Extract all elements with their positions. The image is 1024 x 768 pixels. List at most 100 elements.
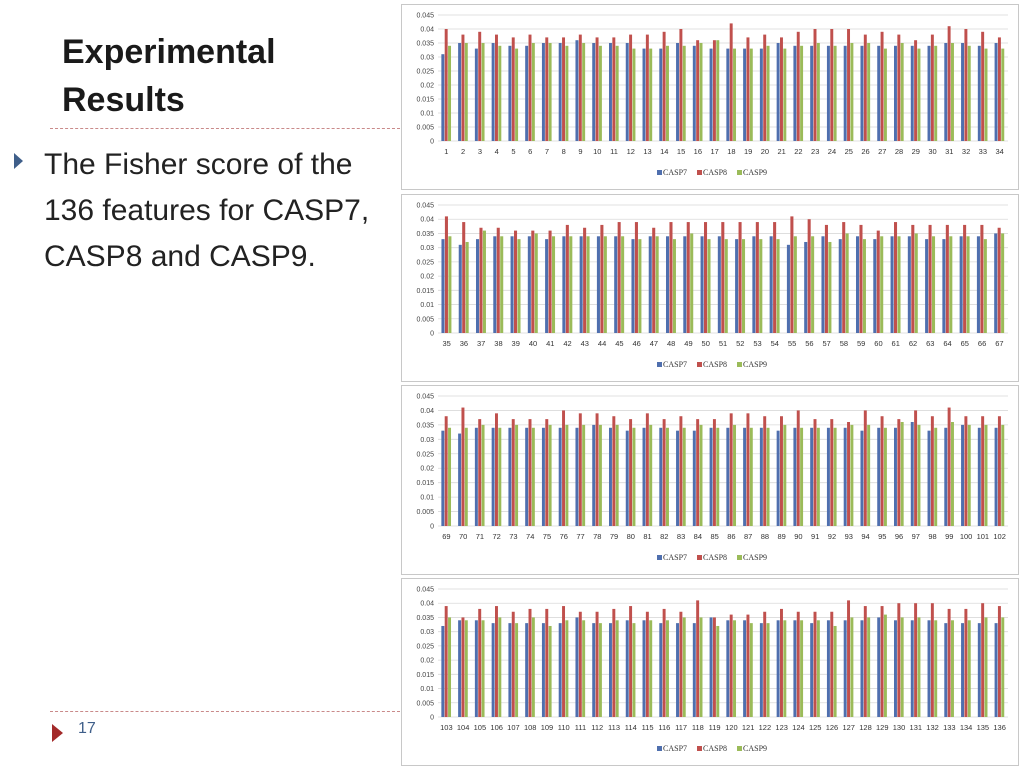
bar-casp7	[810, 45, 814, 141]
bar-casp9	[649, 620, 653, 717]
bar-casp7	[726, 620, 730, 717]
x-tick-label: 30	[928, 147, 936, 156]
bar-casp7	[977, 623, 981, 717]
bar-casp8	[600, 224, 604, 333]
y-tick-label: 0.035	[416, 231, 434, 238]
bar-casp7	[769, 236, 773, 333]
bar-casp7	[510, 236, 514, 333]
bar-casp9	[582, 43, 586, 141]
bar-casp9	[917, 424, 921, 526]
bar-casp9	[983, 239, 987, 333]
bar-casp9	[565, 620, 569, 717]
x-tick-label: 33	[979, 147, 987, 156]
bar-casp8	[645, 413, 649, 526]
bar-casp9	[464, 620, 468, 717]
bar-casp9	[850, 424, 854, 526]
bar-casp7	[944, 43, 948, 141]
bar-casp7	[491, 623, 495, 717]
x-tick-label: 97	[912, 532, 920, 541]
x-tick-label: 69	[442, 532, 450, 541]
x-tick-label: 15	[677, 147, 685, 156]
y-tick-label: 0.015	[416, 480, 434, 487]
x-tick-label: 11	[610, 147, 618, 156]
bar-casp9	[733, 48, 737, 141]
x-tick-label: 131	[910, 723, 923, 732]
bar-casp7	[976, 236, 980, 333]
bar-casp9	[582, 424, 586, 526]
x-tick-label: 86	[727, 532, 735, 541]
bar-casp8	[444, 216, 448, 333]
bar-casp7	[541, 623, 545, 717]
bar-casp8	[830, 611, 834, 717]
bar-casp7	[575, 427, 579, 526]
bar-casp9	[548, 625, 552, 717]
bar-casp8	[696, 600, 700, 717]
bar-casp8	[495, 606, 498, 717]
bar-casp7	[676, 430, 680, 526]
bar-casp9	[749, 427, 753, 526]
bar-casp8	[545, 608, 549, 717]
bar-casp8	[981, 31, 985, 141]
x-tick-label: 110	[558, 723, 570, 732]
bar-casp8	[763, 416, 767, 526]
x-tick-label: 95	[878, 532, 886, 541]
legend-label-casp9: CASP9	[743, 744, 767, 753]
y-tick-label: 0.045	[416, 203, 434, 210]
y-tick-label: 0.005	[416, 316, 434, 323]
x-tick-label: 101	[977, 532, 990, 541]
legend-label-casp8: CASP8	[703, 744, 727, 753]
bar-casp7	[843, 620, 847, 717]
bar-casp7	[493, 236, 497, 333]
x-tick-label: 74	[526, 532, 534, 541]
bar-casp8	[528, 419, 532, 526]
x-tick-label: 120	[725, 723, 738, 732]
x-tick-label: 13	[643, 147, 651, 156]
y-tick-label: 0.025	[416, 451, 434, 458]
x-tick-label: 48	[667, 339, 675, 348]
bar-casp8	[897, 419, 901, 526]
bar-casp8	[813, 611, 817, 717]
y-tick-label: 0.025	[416, 259, 434, 266]
bar-casp7	[944, 427, 948, 526]
bar-casp9	[862, 239, 866, 333]
bar-casp7	[614, 236, 618, 333]
bar-casp8	[461, 34, 465, 141]
bar-casp9	[867, 43, 871, 141]
x-tick-label: 75	[543, 532, 551, 541]
bar-casp7	[558, 427, 562, 526]
bar-casp9	[845, 233, 849, 333]
x-tick-label: 57	[822, 339, 830, 348]
x-tick-label: 8	[562, 147, 566, 156]
bar-casp7	[458, 433, 462, 526]
bar-casp8	[746, 37, 750, 141]
bar-casp7	[558, 43, 562, 141]
bar-casp7	[826, 620, 830, 717]
x-tick-label: 17	[710, 147, 718, 156]
y-tick-label: 0.02	[420, 274, 434, 281]
bar-casp9	[531, 427, 535, 526]
x-tick-label: 98	[928, 532, 936, 541]
bar-casp7	[826, 45, 830, 141]
bar-casp7	[642, 48, 646, 141]
legend-label-casp7: CASP7	[663, 360, 687, 369]
bar-casp9	[724, 239, 728, 333]
bar-casp8	[444, 606, 448, 717]
x-tick-label: 88	[761, 532, 769, 541]
x-tick-label: 14	[660, 147, 668, 156]
x-tick-label: 25	[845, 147, 853, 156]
bar-casp7	[927, 45, 931, 141]
x-tick-label: 126	[826, 723, 839, 732]
bar-casp7	[476, 239, 480, 333]
bar-casp8	[790, 216, 794, 333]
bar-casp7	[910, 45, 914, 141]
chart-panel-1: 0 0.005 0.01 0.015 0.02 0.025 0.03 0.035 0.04 0.0…	[401, 4, 1019, 190]
bar-casp8	[629, 606, 633, 717]
bar-casp7	[700, 236, 704, 333]
bar-casp9	[565, 424, 569, 526]
bar-casp8	[997, 416, 1001, 526]
y-tick-label: 0.035	[416, 422, 434, 429]
bar-casp9	[682, 617, 686, 717]
bar-casp7	[545, 239, 549, 333]
bar-casp9	[632, 427, 636, 526]
bar-casp9	[716, 40, 720, 142]
